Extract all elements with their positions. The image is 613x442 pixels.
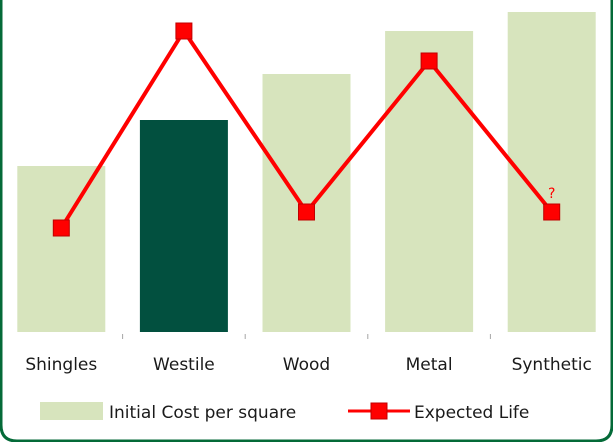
expected-life-marker-metal [420,52,438,70]
annotation-question-mark: ? [548,186,555,202]
legend-bar-label: Initial Cost per square [109,403,296,423]
annotations: ? [548,186,555,202]
legend-line-label: Expected Life [414,403,529,423]
category-label-westile: Westile [153,355,215,375]
x-axis [122,334,491,339]
expected-life-marker-westile [175,22,193,40]
legend: Initial Cost per square Expected Life [40,402,529,423]
bar-westile [139,120,228,332]
category-labels: Shingles Westile Wood Metal Synthetic [25,355,591,375]
bars-layer [17,12,596,332]
legend-line-marker [370,402,388,420]
legend-bar-swatch [40,402,103,420]
expected-life-marker-synthetic [543,203,561,221]
category-label-metal: Metal [406,355,453,375]
expected-life-marker-wood [298,203,315,221]
category-label-synthetic: Synthetic [512,355,592,375]
bar-wood [262,74,351,332]
bar-shingles [17,166,106,332]
expected-life-marker-shingles [52,219,70,237]
category-label-wood: Wood [283,355,330,375]
bar-metal [385,31,474,332]
category-label-shingles: Shingles [25,355,97,375]
